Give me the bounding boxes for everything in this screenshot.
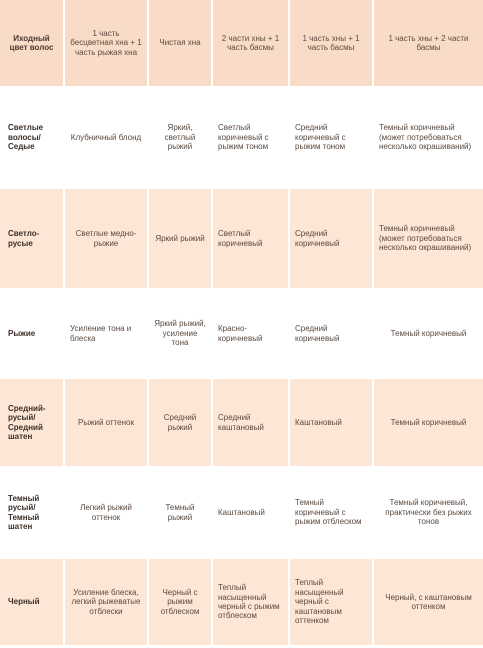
table-cell: Средний коричневый с рыжим тоном <box>290 88 374 189</box>
table-cell: Усиление тона и блеска <box>65 290 149 379</box>
row-label-black: Черный <box>0 559 65 647</box>
header-2-henna-1-basma: 2 части хны + 1 часть басмы <box>213 0 290 88</box>
table-cell: Теплый насыщенный черный с каштановым от… <box>290 559 374 647</box>
table-cell: Каштановый <box>290 379 374 468</box>
table-cell: Средний коричневый <box>290 189 374 290</box>
table-row: Темный русый/ Темный шатен Легкий рыжий … <box>0 468 483 559</box>
table-cell: Рыжий оттенок <box>65 379 149 468</box>
table-cell: Яркий рыжий, усиление тона <box>149 290 213 379</box>
table-cell: Красно-коричневый <box>213 290 290 379</box>
row-label-dark-brown: Темный русый/ Темный шатен <box>0 468 65 559</box>
table-cell: Яркий, светлый рыжий <box>149 88 213 189</box>
table-cell: Усиление блеска, легкий рыжеватые отблес… <box>65 559 149 647</box>
header-pure-henna: Чистая хна <box>149 0 213 88</box>
table-cell: Средний коричневый <box>290 290 374 379</box>
table-cell: Клубничный блонд <box>65 88 149 189</box>
row-label-light-brown: Светло-русые <box>0 189 65 290</box>
table-cell: Светлый коричневый <box>213 189 290 290</box>
row-label-medium-brown: Средний-русый/ Средний шатен <box>0 379 65 468</box>
table-cell: Теплый насыщенный черный с рыжим отблеск… <box>213 559 290 647</box>
table-row: Светлые волосы/ Седые Клубничный блонд Я… <box>0 88 483 189</box>
table-row: Светло-русые Светлые медно-рыжие Яркий р… <box>0 189 483 290</box>
header-original-color: Иходный цвет волос <box>0 0 65 88</box>
table-cell: Светлый коричневый с рыжим тоном <box>213 88 290 189</box>
table-cell: Средний каштановый <box>213 379 290 468</box>
table-cell: Черный с рыжим отблеском <box>149 559 213 647</box>
table-row: Рыжие Усиление тона и блеска Яркий рыжий… <box>0 290 483 379</box>
header-1-henna-1-basma: 1 часть хны + 1 часть басмы <box>290 0 374 88</box>
header-1-henna-2-basma: 1 часть хны + 2 части басмы <box>374 0 483 88</box>
table-cell: Темный коричневый <box>374 290 483 379</box>
table-cell: Легкий рыжий оттенок <box>65 468 149 559</box>
table-cell: Темный коричневый, практически без рыжих… <box>374 468 483 559</box>
row-label-red: Рыжие <box>0 290 65 379</box>
header-colorless-plus-red-henna: 1 часть бесцветная хна + 1 часть рыжая х… <box>65 0 149 88</box>
table-cell: Яркий рыжий <box>149 189 213 290</box>
table-cell: Темный рыжий <box>149 468 213 559</box>
table-cell: Светлые медно-рыжие <box>65 189 149 290</box>
table-cell: Черный, с каштановым оттенком <box>374 559 483 647</box>
table-cell: Темный коричневый с рыжим отблеском <box>290 468 374 559</box>
table-cell: Темный коричневый (может потребоваться н… <box>374 189 483 290</box>
table-cell: Каштановый <box>213 468 290 559</box>
table-cell: Темный коричневый (может потребоваться н… <box>374 88 483 189</box>
table-cell: Средний рыжий <box>149 379 213 468</box>
table-row: Средний-русый/ Средний шатен Рыжий оттен… <box>0 379 483 468</box>
table-cell: Темный коричневый <box>374 379 483 468</box>
row-label-light-gray: Светлые волосы/ Седые <box>0 88 65 189</box>
header-row: Иходный цвет волос 1 часть бесцветная хн… <box>0 0 483 88</box>
table-row: Черный Усиление блеска, легкий рыжеватые… <box>0 559 483 647</box>
